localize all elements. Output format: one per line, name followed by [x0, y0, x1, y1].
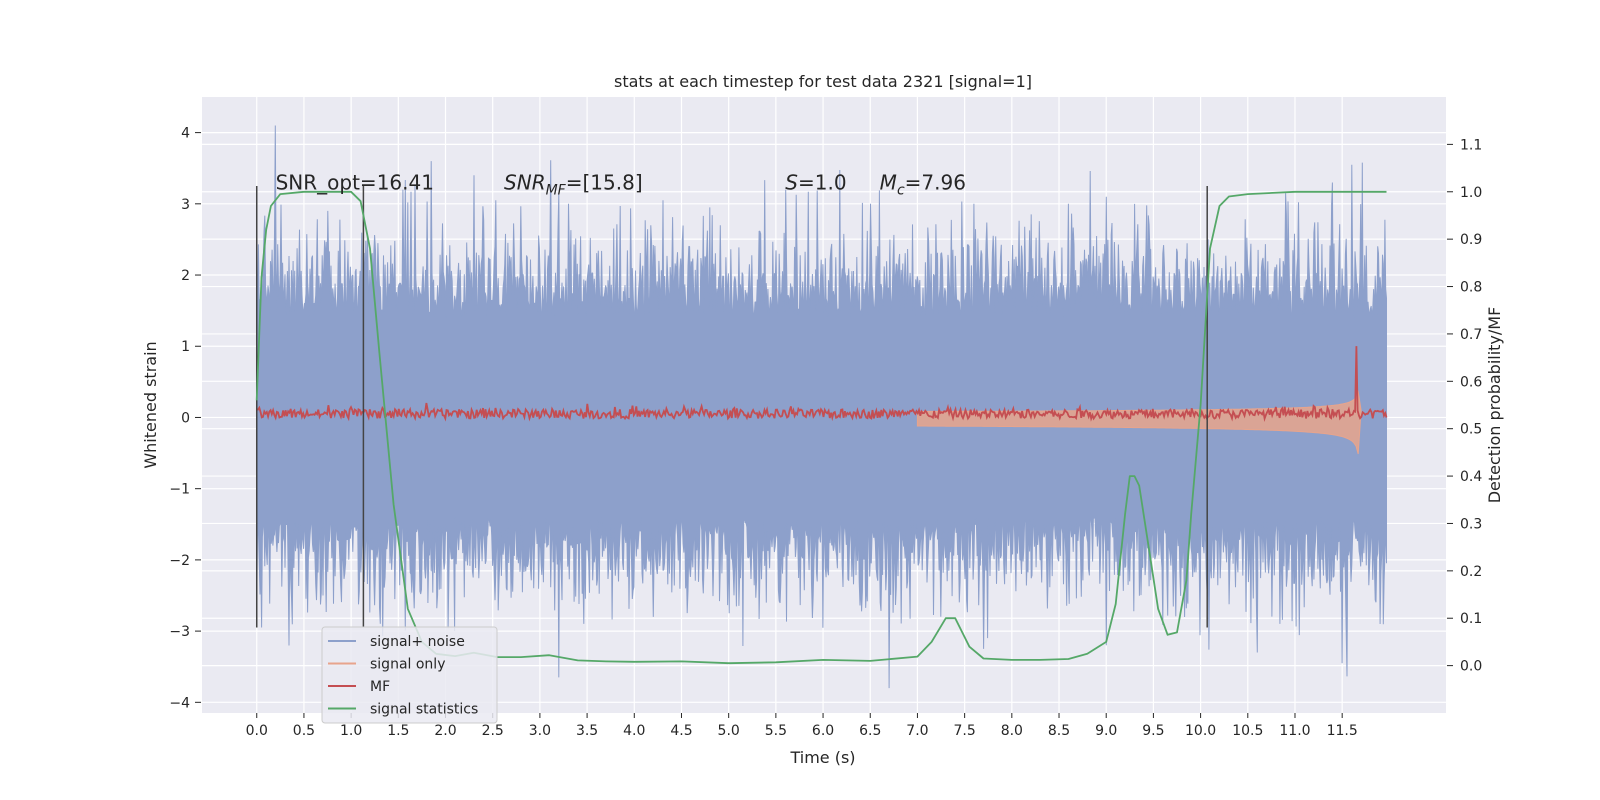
x-tick-label: 11.0 — [1279, 723, 1310, 739]
x-tick-label: 10.0 — [1185, 723, 1216, 739]
x-tick-label: 6.5 — [859, 723, 881, 739]
x-tick-label: 9.0 — [1095, 723, 1117, 739]
y-tick-label: −3 — [169, 624, 190, 640]
x-tick-label: 2.5 — [482, 723, 504, 739]
x-tick-label: 7.0 — [906, 723, 928, 739]
y2-tick-label: 0.0 — [1460, 659, 1482, 675]
y-tick-label: 0 — [181, 410, 190, 426]
y2-tick-label: 0.8 — [1460, 280, 1482, 296]
x-tick-label: 1.5 — [387, 723, 409, 739]
y-axis-label: Whitened strain — [141, 341, 160, 468]
annotations: SNR_opt=16.41 SNRMF=[15.8] S=1.0 Mc=7.96 — [276, 170, 966, 198]
x-tick-label: 11.5 — [1327, 723, 1358, 739]
y-tick-label: −1 — [169, 482, 190, 498]
y2-tick-label: 0.6 — [1460, 374, 1482, 390]
y2-axis-label: Detection probability/MF — [1485, 307, 1504, 504]
y2-tick-label: 0.1 — [1460, 611, 1482, 627]
y-tick-label: −2 — [169, 553, 190, 569]
series-signal-noise — [256, 125, 1387, 689]
y2-tick-label: 0.5 — [1460, 422, 1482, 438]
x-tick-label: 4.0 — [623, 723, 645, 739]
x-tick-label: 9.5 — [1142, 723, 1164, 739]
x-tick-label: 5.0 — [718, 723, 740, 739]
axis-ticks: 0.0 0.5 1.0 1.5 2.0 2.5 3.0 3.5 4.0 4.5 5.0 5.5 6.0 6… — [169, 126, 1482, 739]
series-mf — [256, 346, 1388, 422]
y2-tick-label: 1.0 — [1460, 185, 1482, 201]
series-layer — [255, 125, 1388, 689]
x-tick-label: 5.5 — [765, 723, 787, 739]
annotation-mc: Mc=7.96 — [880, 170, 966, 198]
y2-tick-label: 0.3 — [1460, 516, 1482, 532]
y2-tick-label: 0.4 — [1460, 469, 1482, 485]
y-tick-label: 2 — [181, 268, 190, 284]
legend-entry: signal statistics — [370, 702, 478, 718]
x-tick-label: 3.0 — [529, 723, 551, 739]
x-tick-label: 8.5 — [1048, 723, 1070, 739]
x-tick-label: 2.0 — [434, 723, 456, 739]
legend: signal+ noise signal only MF signal statist… — [321, 626, 498, 724]
y2-tick-label: 1.1 — [1460, 137, 1482, 153]
x-axis-label: Time (s) — [789, 748, 855, 767]
x-tick-label: 0.0 — [246, 723, 268, 739]
legend-entry: signal only — [370, 657, 445, 673]
x-tick-label: 7.5 — [954, 723, 976, 739]
y-tick-label: −4 — [169, 695, 190, 711]
legend-entry: MF — [370, 679, 390, 695]
y2-tick-label: 0.9 — [1460, 232, 1482, 248]
annotation-s: S=1.0 — [785, 170, 846, 194]
x-tick-label: 8.0 — [1001, 723, 1023, 739]
x-tick-label: 4.5 — [670, 723, 692, 739]
x-tick-label: 1.0 — [340, 723, 362, 739]
legend-box — [321, 626, 498, 724]
x-tick-label: 6.0 — [812, 723, 834, 739]
x-tick-label: 3.5 — [576, 723, 598, 739]
x-tick-label: 10.5 — [1232, 723, 1263, 739]
y2-tick-label: 0.7 — [1460, 327, 1482, 343]
y2-tick-label: 0.2 — [1460, 564, 1482, 580]
y-tick-label: 3 — [181, 197, 190, 213]
annotation-snr-mf: SNRMF=[15.8] — [504, 170, 643, 198]
x-tick-label: 0.5 — [293, 723, 315, 739]
y-tick-label: 1 — [181, 339, 190, 355]
y-tick-label: 4 — [181, 126, 190, 142]
chart-title: stats at each timestep for test data 232… — [614, 72, 1032, 91]
series-signal-statistics — [255, 190, 1387, 665]
annotation-snr-opt: SNR_opt=16.41 — [276, 170, 434, 194]
legend-entry: signal+ noise — [370, 634, 465, 650]
